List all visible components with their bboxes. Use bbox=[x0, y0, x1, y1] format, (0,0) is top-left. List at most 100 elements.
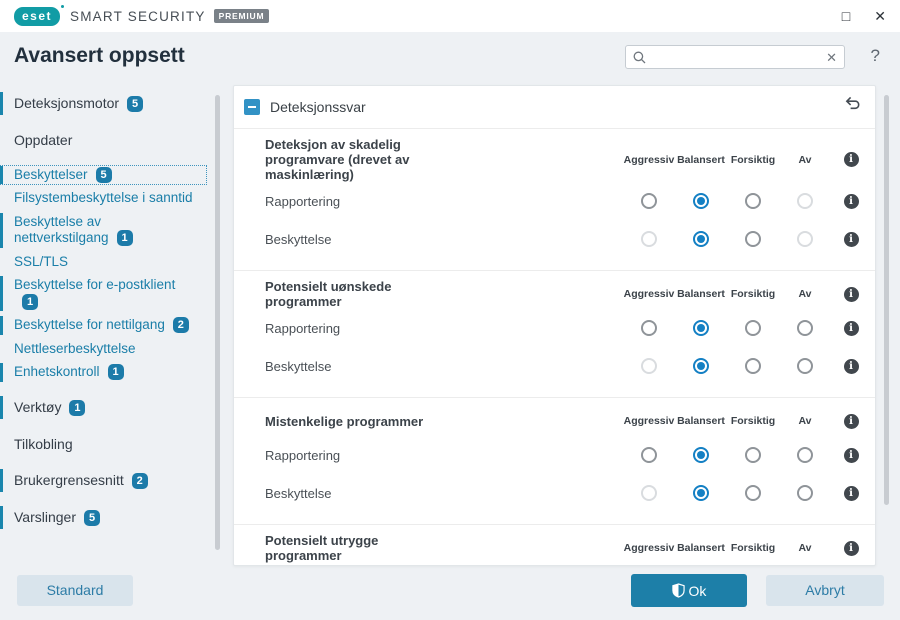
count-badge: 1 bbox=[116, 230, 133, 246]
sidebar-item-nettilgang[interactable]: Beskyttelse for nettilgang 2 bbox=[0, 315, 207, 336]
radio-aggressiv[interactable] bbox=[641, 447, 657, 463]
row-label: Rapportering bbox=[265, 447, 341, 463]
radio-balansert[interactable] bbox=[693, 447, 709, 463]
info-icon[interactable] bbox=[843, 358, 859, 374]
row-label: Rapportering bbox=[265, 320, 341, 336]
collapse-section-icon[interactable] bbox=[244, 99, 260, 115]
footer: Standard Ok Avbryt bbox=[0, 565, 900, 620]
radio-aggressiv[interactable] bbox=[641, 485, 657, 501]
info-icon[interactable] bbox=[843, 320, 859, 336]
count-badge: 5 bbox=[127, 96, 144, 112]
radio-forsiktig[interactable] bbox=[745, 320, 761, 336]
radio-aggressiv[interactable] bbox=[641, 193, 657, 209]
info-icon[interactable] bbox=[843, 286, 859, 302]
radio-forsiktig[interactable] bbox=[745, 485, 761, 501]
sidebar-scrollbar[interactable] bbox=[215, 95, 220, 550]
page-title: Avansert oppsett bbox=[14, 44, 185, 67]
radio-forsiktig[interactable] bbox=[745, 447, 761, 463]
titlebar: eset SMART SECURITY PREMIUM □ ✕ bbox=[0, 0, 900, 32]
radio-aggressiv[interactable] bbox=[641, 320, 657, 336]
row-label: Beskyttelse bbox=[265, 485, 332, 501]
count-badge: 1 bbox=[69, 399, 86, 416]
radio-aggressiv[interactable] bbox=[641, 231, 657, 247]
undo-icon bbox=[845, 96, 859, 110]
radio-balansert[interactable] bbox=[693, 193, 709, 209]
maximize-button[interactable]: □ bbox=[841, 8, 851, 24]
shield-icon bbox=[671, 583, 685, 598]
radio-aggressiv[interactable] bbox=[641, 358, 657, 374]
help-button[interactable]: ? bbox=[870, 46, 880, 65]
sidebar-item-label: Beskyttelser bbox=[14, 166, 88, 182]
radio-av[interactable] bbox=[797, 447, 813, 463]
radio-av[interactable] bbox=[797, 485, 813, 501]
revert-button[interactable] bbox=[837, 96, 867, 118]
radio-balansert[interactable] bbox=[693, 358, 709, 374]
count-badge: 2 bbox=[131, 473, 148, 489]
radio-balansert[interactable] bbox=[693, 485, 709, 501]
cancel-button[interactable]: Avbryt bbox=[766, 575, 884, 606]
sidebar-item-ssl-tls[interactable]: SSL/TLS bbox=[0, 252, 207, 273]
column-header: Av bbox=[798, 153, 812, 166]
ok-button[interactable]: Ok bbox=[631, 574, 747, 607]
column-header: Forsiktig bbox=[730, 542, 776, 554]
radio-forsiktig[interactable] bbox=[745, 358, 761, 374]
settings-group: Deteksjon av skadelig programvare (dreve… bbox=[234, 129, 875, 271]
sidebar-item-epostklient[interactable]: Beskyttelse for e-postklient1 bbox=[0, 275, 207, 312]
radio-forsiktig[interactable] bbox=[745, 193, 761, 209]
standard-button[interactable]: Standard bbox=[17, 575, 133, 606]
sidebar-item-label: Beskyttelse for e-postklient bbox=[14, 277, 176, 292]
sidebar-item-brukergrensesnitt[interactable]: Brukergrensesnitt 2 bbox=[0, 468, 207, 493]
radio-av[interactable] bbox=[797, 231, 813, 247]
sidebar-item-nettverkstilgang[interactable]: Beskyttelse av nettverkstilgang 1 bbox=[0, 212, 207, 249]
info-icon[interactable] bbox=[843, 540, 859, 556]
sidebar-item-label: Filsystembeskyttelse i sanntid bbox=[14, 190, 193, 205]
radio-av[interactable] bbox=[797, 320, 813, 336]
sidebar-item-enhetskontroll[interactable]: Enhetskontroll 1 bbox=[0, 362, 207, 383]
count-badge: 5 bbox=[95, 166, 112, 183]
radio-av[interactable] bbox=[797, 193, 813, 209]
row-label: Rapportering bbox=[265, 193, 341, 209]
sidebar-item-tilkobling[interactable]: Tilkobling bbox=[0, 432, 207, 457]
info-icon[interactable] bbox=[843, 231, 859, 247]
sidebar-item-deteksjonsmotor[interactable]: Deteksjonsmotor 5 bbox=[0, 91, 207, 116]
count-badge: 1 bbox=[22, 293, 38, 310]
sidebar-item-oppdater[interactable]: Oppdater bbox=[0, 128, 207, 153]
column-header: Aggressiv bbox=[623, 415, 675, 427]
search-box[interactable]: ✕ bbox=[625, 45, 845, 69]
sidebar-item-nettleserbeskyttelse[interactable]: Nettleserbeskyttelse bbox=[0, 339, 207, 360]
sidebar: Deteksjonsmotor 5 Oppdater Beskyttelser 5 … bbox=[0, 85, 233, 565]
sidebar-item-beskyttelser[interactable]: Beskyttelser 5 bbox=[0, 164, 207, 185]
info-icon[interactable] bbox=[843, 413, 859, 429]
sidebar-item-filsystembeskyttelse[interactable]: Filsystembeskyttelse i sanntid bbox=[0, 188, 207, 209]
column-header: Balansert bbox=[677, 288, 725, 300]
setting-row: Rapportering bbox=[265, 436, 871, 474]
radio-av[interactable] bbox=[797, 358, 813, 374]
radio-balansert[interactable] bbox=[693, 231, 709, 247]
sidebar-item-varslinger[interactable]: Varslinger 5 bbox=[0, 505, 207, 530]
info-icon[interactable] bbox=[843, 152, 859, 167]
row-label: Beskyttelse bbox=[265, 358, 332, 374]
setting-row: Rapportering bbox=[265, 182, 871, 220]
sidebar-item-label: Oppdater bbox=[14, 132, 73, 148]
radio-balansert[interactable] bbox=[693, 320, 709, 336]
column-header: Forsiktig bbox=[730, 288, 776, 300]
group-title: Deteksjon av skadelig programvare (dreve… bbox=[265, 137, 410, 182]
column-header: Balansert bbox=[677, 415, 725, 427]
setting-row: Beskyttelse bbox=[265, 347, 871, 385]
close-button[interactable]: ✕ bbox=[874, 8, 886, 24]
settings-group: Mistenkelige programmer Aggressiv Balans… bbox=[234, 398, 875, 525]
sidebar-item-verktoy[interactable]: Verktøy 1 bbox=[0, 395, 207, 420]
info-icon[interactable] bbox=[843, 447, 859, 463]
radio-forsiktig[interactable] bbox=[745, 231, 761, 247]
content-scrollbar[interactable] bbox=[884, 95, 889, 505]
ok-label: Ok bbox=[688, 582, 707, 599]
sidebar-item-label: Deteksjonsmotor bbox=[14, 95, 120, 111]
column-header: Aggressiv bbox=[623, 542, 675, 554]
search-input[interactable] bbox=[651, 49, 827, 65]
info-icon[interactable] bbox=[843, 193, 859, 209]
column-header: Forsiktig bbox=[730, 415, 776, 427]
clear-search-icon[interactable]: ✕ bbox=[826, 49, 837, 65]
info-icon[interactable] bbox=[843, 485, 859, 501]
settings-group: Potensielt uønskede programmer Aggressiv… bbox=[234, 271, 875, 398]
column-header: Balansert bbox=[677, 542, 725, 554]
